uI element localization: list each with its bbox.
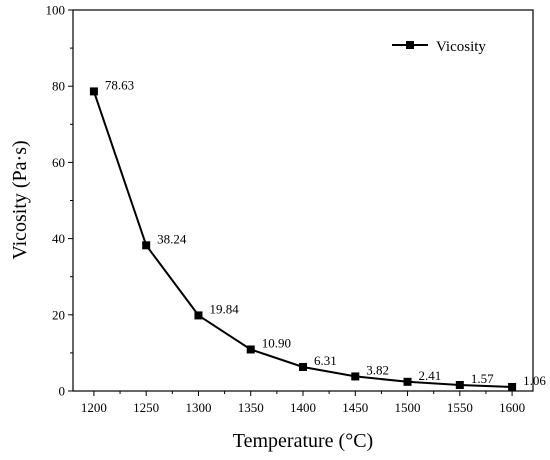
y-tick-label: 0 xyxy=(59,384,66,399)
plot-frame xyxy=(72,9,534,392)
x-tick-label: 1350 xyxy=(238,400,264,415)
data-label: 78.63 xyxy=(105,77,134,92)
x-tick-label: 1550 xyxy=(447,400,473,415)
legend-label: Vicosity xyxy=(436,39,486,55)
data-label: 19.84 xyxy=(209,301,239,316)
y-tick-label: 20 xyxy=(52,307,65,322)
y-axis: 0 20 40 60 80 100 xyxy=(46,3,73,399)
data-label: 1.06 xyxy=(523,373,546,388)
data-point xyxy=(89,87,98,96)
data-label: 10.90 xyxy=(262,335,291,350)
y-tick-label: 40 xyxy=(52,231,65,246)
legend-marker xyxy=(406,41,414,49)
x-axis-title: Temperature (°C) xyxy=(233,430,373,452)
x-tick-label: 1300 xyxy=(185,400,211,415)
x-tick-label: 1450 xyxy=(342,400,368,415)
data-labels: 78.63 38.24 19.84 10.90 6.31 3.82 2.41 1.57 1.06 xyxy=(105,77,546,388)
data-point xyxy=(455,381,464,390)
data-point xyxy=(246,345,255,354)
data-point xyxy=(194,311,203,320)
data-label: 2.41 xyxy=(419,368,442,383)
y-tick-label: 80 xyxy=(52,79,65,94)
data-label: 1.57 xyxy=(471,371,494,386)
x-tick-label: 1200 xyxy=(81,400,107,415)
x-tick-label: 1400 xyxy=(290,400,316,415)
data-point xyxy=(403,377,412,386)
legend: Vicosity xyxy=(392,39,486,55)
data-point xyxy=(299,362,307,371)
y-tick-label: 100 xyxy=(46,3,66,18)
data-label: 3.82 xyxy=(366,362,389,377)
x-tick-label: 1600 xyxy=(499,400,525,415)
data-point xyxy=(508,382,517,391)
y-tick-label: 60 xyxy=(52,155,65,170)
data-label: 38.24 xyxy=(157,231,187,246)
x-axis: 1200 1250 1300 1350 1400 1450 1500 1550 1600 xyxy=(81,391,525,415)
y-axis-title: Vicosity (Pa·s) xyxy=(9,140,31,259)
x-tick-label: 1500 xyxy=(395,400,421,415)
data-point xyxy=(142,241,151,250)
series-layer xyxy=(89,87,517,391)
data-point xyxy=(351,372,360,381)
data-label: 6.31 xyxy=(314,353,337,368)
x-tick-label: 1250 xyxy=(133,400,159,415)
